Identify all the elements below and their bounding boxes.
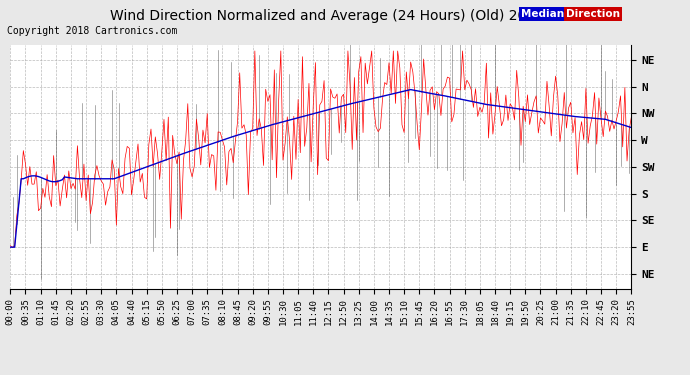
Text: Copyright 2018 Cartronics.com: Copyright 2018 Cartronics.com: [7, 26, 177, 36]
Text: Wind Direction Normalized and Average (24 Hours) (Old) 20181028: Wind Direction Normalized and Average (2…: [110, 9, 580, 23]
Text: Direction: Direction: [566, 9, 620, 20]
Text: Median: Median: [521, 9, 564, 20]
